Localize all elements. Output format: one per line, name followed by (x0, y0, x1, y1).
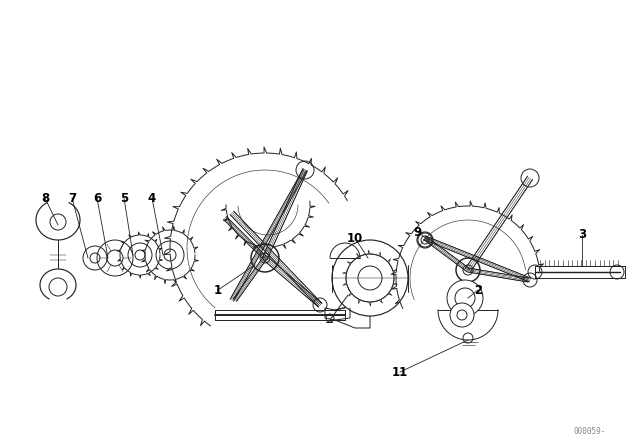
Text: 1: 1 (214, 284, 222, 297)
Circle shape (49, 278, 67, 296)
Text: 2: 2 (474, 284, 482, 297)
Text: 000059-: 000059- (574, 427, 606, 436)
Text: 11: 11 (392, 366, 408, 379)
Text: 5: 5 (120, 191, 128, 204)
Circle shape (450, 303, 474, 327)
Circle shape (332, 240, 408, 316)
Circle shape (260, 253, 270, 263)
Circle shape (456, 258, 480, 282)
Circle shape (50, 214, 66, 230)
Text: 6: 6 (93, 191, 101, 204)
Text: 3: 3 (578, 228, 586, 241)
Text: 4: 4 (148, 191, 156, 204)
Circle shape (447, 280, 483, 316)
Text: 10: 10 (347, 232, 363, 245)
Circle shape (251, 244, 279, 272)
Text: 7: 7 (68, 191, 76, 204)
Text: 9: 9 (414, 225, 422, 238)
Text: 8: 8 (41, 191, 49, 204)
